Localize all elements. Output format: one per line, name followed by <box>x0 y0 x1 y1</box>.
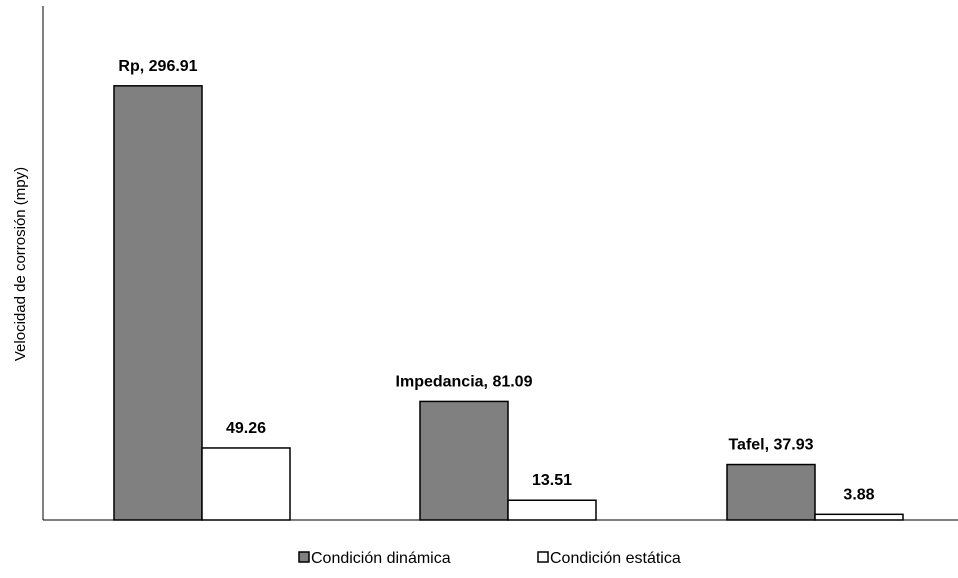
data-label-static-tafel: 3.88 <box>843 486 874 503</box>
bar-static-impedancia <box>507 499 597 521</box>
data-label-dynamic-rp: Rp, 296.91 <box>118 58 197 75</box>
bars-layer <box>113 85 904 521</box>
bar-dynamic-tafel <box>726 463 816 521</box>
legend: Condición dinámica Condición estática <box>298 550 681 567</box>
legend-label-dynamic: Condición dinámica <box>311 550 451 567</box>
data-label-static-rp: 49.26 <box>226 420 266 437</box>
data-labels-layer: Rp, 296.91 49.26 Impedancia, 81.09 13.51 Taf… <box>118 58 874 503</box>
legend-swatch-dynamic <box>298 551 310 563</box>
bar-dynamic-impedancia <box>419 400 509 521</box>
bar-dynamic-rp <box>113 85 203 521</box>
data-label-static-impedancia: 13.51 <box>532 472 572 489</box>
bar-static-rp <box>201 447 291 521</box>
legend-label-static: Condición estática <box>550 550 681 567</box>
bar-static-tafel <box>814 513 904 521</box>
data-label-dynamic-tafel: Tafel, 37.93 <box>728 437 813 454</box>
axes-layer <box>42 6 958 521</box>
data-label-dynamic-impedancia: Impedancia, 81.09 <box>396 373 533 390</box>
y-axis-title: Velocidad de corrosión (mpy) <box>12 167 29 361</box>
legend-swatch-static <box>537 551 549 563</box>
